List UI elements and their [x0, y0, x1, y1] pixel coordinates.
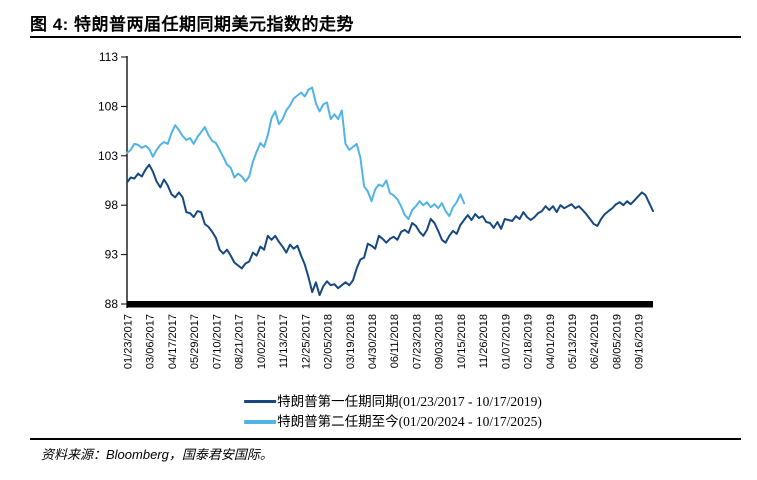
source-divider — [30, 438, 741, 440]
svg-text:04/01/2019: 04/01/2019 — [545, 314, 557, 369]
svg-text:108: 108 — [98, 99, 118, 113]
svg-text:05/29/2017: 05/29/2017 — [189, 314, 201, 369]
title-underline — [30, 36, 741, 38]
svg-text:88: 88 — [105, 297, 119, 311]
svg-text:06/24/2019: 06/24/2019 — [589, 314, 601, 369]
legend-item-first-term: 特朗普第一任期同期(01/23/2017 - 10/17/2019) — [244, 393, 542, 410]
svg-text:03/19/2018: 03/19/2018 — [345, 314, 357, 369]
svg-text:05/13/2019: 05/13/2019 — [567, 314, 579, 369]
svg-text:11/26/2018: 11/26/2018 — [478, 314, 490, 368]
svg-text:01/23/2017: 01/23/2017 — [123, 314, 135, 369]
svg-text:10/02/2017: 10/02/2017 — [256, 314, 268, 369]
svg-text:08/05/2019: 08/05/2019 — [611, 314, 623, 369]
svg-text:12/25/2017: 12/25/2017 — [300, 314, 312, 369]
chart-legend: 特朗普第一任期同期(01/23/2017 - 10/17/2019) 特朗普第二… — [244, 393, 542, 430]
svg-text:07/10/2017: 07/10/2017 — [211, 314, 223, 369]
svg-text:09/16/2019: 09/16/2019 — [634, 314, 646, 369]
legend-swatch-first-term — [244, 400, 277, 403]
svg-text:07/23/2018: 07/23/2018 — [411, 314, 423, 369]
svg-text:113: 113 — [99, 50, 118, 64]
svg-text:08/21/2017: 08/21/2017 — [234, 314, 246, 369]
svg-text:03/06/2017: 03/06/2017 — [145, 314, 157, 369]
legend-item-second-term: 特朗普第二任期至今(01/20/2024 - 10/17/2025) — [244, 413, 542, 430]
svg-text:10/15/2018: 10/15/2018 — [456, 314, 468, 369]
svg-text:04/30/2018: 04/30/2018 — [367, 314, 379, 369]
legend-label-first-term: 特朗普第一任期同期(01/23/2017 - 10/17/2019) — [277, 394, 542, 409]
svg-text:04/17/2017: 04/17/2017 — [167, 314, 179, 369]
svg-text:93: 93 — [105, 248, 119, 262]
figure-title: 图 4: 特朗普两届任期同期美元指数的走势 — [30, 15, 355, 34]
legend-label-second-term: 特朗普第二任期至今(01/20/2024 - 10/17/2025) — [277, 414, 542, 429]
source-note: 资料来源：Bloomberg，国泰君安国际。 — [41, 447, 273, 462]
svg-text:01/07/2019: 01/07/2019 — [500, 314, 512, 369]
svg-text:103: 103 — [98, 149, 118, 163]
svg-text:11/13/2017: 11/13/2017 — [278, 314, 290, 368]
svg-text:02/05/2018: 02/05/2018 — [323, 314, 335, 369]
svg-text:98: 98 — [105, 198, 119, 212]
svg-text:09/03/2018: 09/03/2018 — [434, 314, 446, 369]
svg-text:06/11/2018: 06/11/2018 — [389, 314, 401, 368]
legend-swatch-second-term — [244, 419, 277, 424]
svg-text:02/18/2019: 02/18/2019 — [523, 314, 535, 369]
